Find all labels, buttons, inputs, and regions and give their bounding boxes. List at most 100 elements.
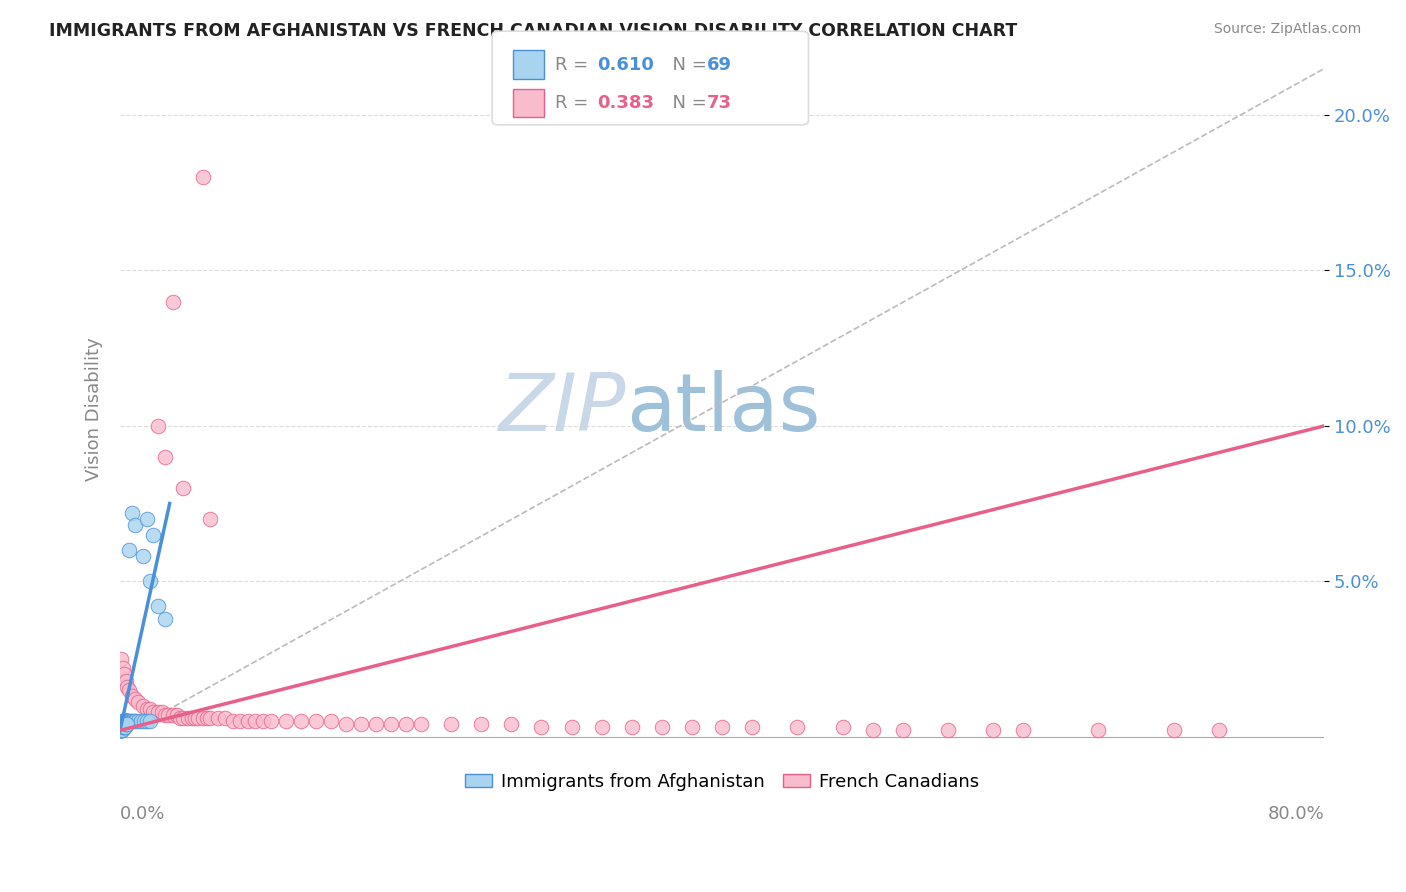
Point: [181, 711, 204, 725]
Point: [136, 701, 159, 715]
Point: [501, 717, 523, 731]
Point: [981, 723, 1004, 738]
Point: [831, 720, 853, 734]
Point: [319, 714, 342, 728]
Point: [111, 720, 134, 734]
Point: [395, 717, 418, 731]
Point: [111, 717, 134, 731]
Point: [112, 720, 135, 734]
Point: [121, 714, 143, 728]
Point: [115, 714, 138, 728]
Point: [124, 714, 146, 728]
Point: [110, 652, 132, 666]
Point: [157, 707, 180, 722]
Point: [112, 714, 135, 728]
Point: [146, 705, 169, 719]
Point: [117, 714, 139, 728]
Text: R =: R =: [555, 55, 595, 73]
Point: [172, 711, 194, 725]
Text: ZIP: ZIP: [498, 370, 626, 448]
Point: [121, 506, 143, 520]
Point: [111, 720, 134, 734]
Point: [1087, 723, 1109, 738]
Point: [187, 711, 209, 725]
Point: [936, 723, 959, 738]
Text: IMMIGRANTS FROM AFGHANISTAN VS FRENCH CANADIAN VISION DISABILITY CORRELATION CHA: IMMIGRANTS FROM AFGHANISTAN VS FRENCH CA…: [49, 22, 1018, 40]
Text: 80.0%: 80.0%: [1268, 805, 1324, 823]
Point: [114, 714, 136, 728]
Point: [114, 717, 136, 731]
Point: [110, 720, 132, 734]
Point: [207, 711, 229, 725]
Point: [305, 714, 328, 728]
Point: [245, 714, 267, 728]
Point: [153, 450, 176, 464]
Text: 69: 69: [707, 55, 733, 73]
Point: [290, 714, 312, 728]
Point: [470, 717, 492, 731]
Point: [111, 723, 134, 738]
Point: [112, 717, 135, 731]
Point: [153, 611, 176, 625]
Y-axis label: Vision Disability: Vision Disability: [86, 337, 103, 481]
Text: N =: N =: [661, 94, 713, 112]
Point: [111, 720, 134, 734]
Point: [236, 714, 259, 728]
Point: [177, 711, 200, 725]
Point: [142, 527, 165, 541]
Point: [139, 701, 162, 715]
Point: [1012, 723, 1035, 738]
Point: [111, 661, 134, 675]
Point: [110, 723, 132, 738]
Text: R =: R =: [555, 94, 595, 112]
Point: [681, 720, 703, 734]
Point: [118, 714, 141, 728]
Point: [127, 714, 149, 728]
Point: [139, 714, 162, 728]
Point: [111, 717, 134, 731]
Point: [651, 720, 673, 734]
Point: [114, 720, 136, 734]
Text: N =: N =: [661, 55, 713, 73]
Point: [115, 714, 138, 728]
Point: [214, 711, 236, 725]
Point: [111, 720, 134, 734]
Point: [114, 714, 136, 728]
Point: [409, 717, 432, 731]
Point: [111, 714, 134, 728]
Point: [364, 717, 387, 731]
Point: [110, 720, 132, 734]
Point: [136, 512, 159, 526]
Point: [741, 720, 763, 734]
Text: atlas: atlas: [626, 370, 820, 448]
Point: [153, 707, 176, 722]
Point: [127, 695, 149, 709]
Point: [162, 707, 184, 722]
Point: [191, 711, 214, 725]
Point: [112, 717, 135, 731]
Point: [335, 717, 357, 731]
Point: [620, 720, 643, 734]
Point: [132, 714, 155, 728]
Point: [112, 714, 135, 728]
Point: [131, 698, 153, 713]
Point: [110, 723, 132, 738]
Point: [222, 714, 245, 728]
Point: [530, 720, 553, 734]
Point: [111, 720, 134, 734]
Point: [110, 720, 132, 734]
Point: [166, 707, 188, 722]
Point: [124, 518, 146, 533]
Point: [111, 717, 134, 731]
Point: [146, 418, 169, 433]
Point: [114, 720, 136, 734]
Point: [110, 723, 132, 738]
Point: [110, 723, 132, 738]
Point: [184, 711, 207, 725]
Text: Source: ZipAtlas.com: Source: ZipAtlas.com: [1213, 22, 1361, 37]
Point: [259, 714, 281, 728]
Point: [110, 717, 132, 731]
Point: [191, 170, 214, 185]
Point: [124, 692, 146, 706]
Point: [112, 720, 135, 734]
